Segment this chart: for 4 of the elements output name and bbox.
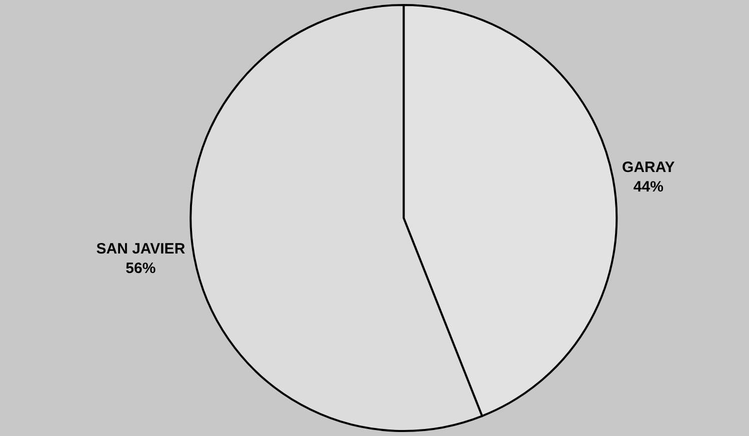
- slice-label: SAN JAVIER: [96, 240, 186, 258]
- data-label: 44%: [633, 178, 664, 196]
- slice-label: GARAY: [622, 159, 675, 176]
- data-label: 56%: [126, 260, 156, 277]
